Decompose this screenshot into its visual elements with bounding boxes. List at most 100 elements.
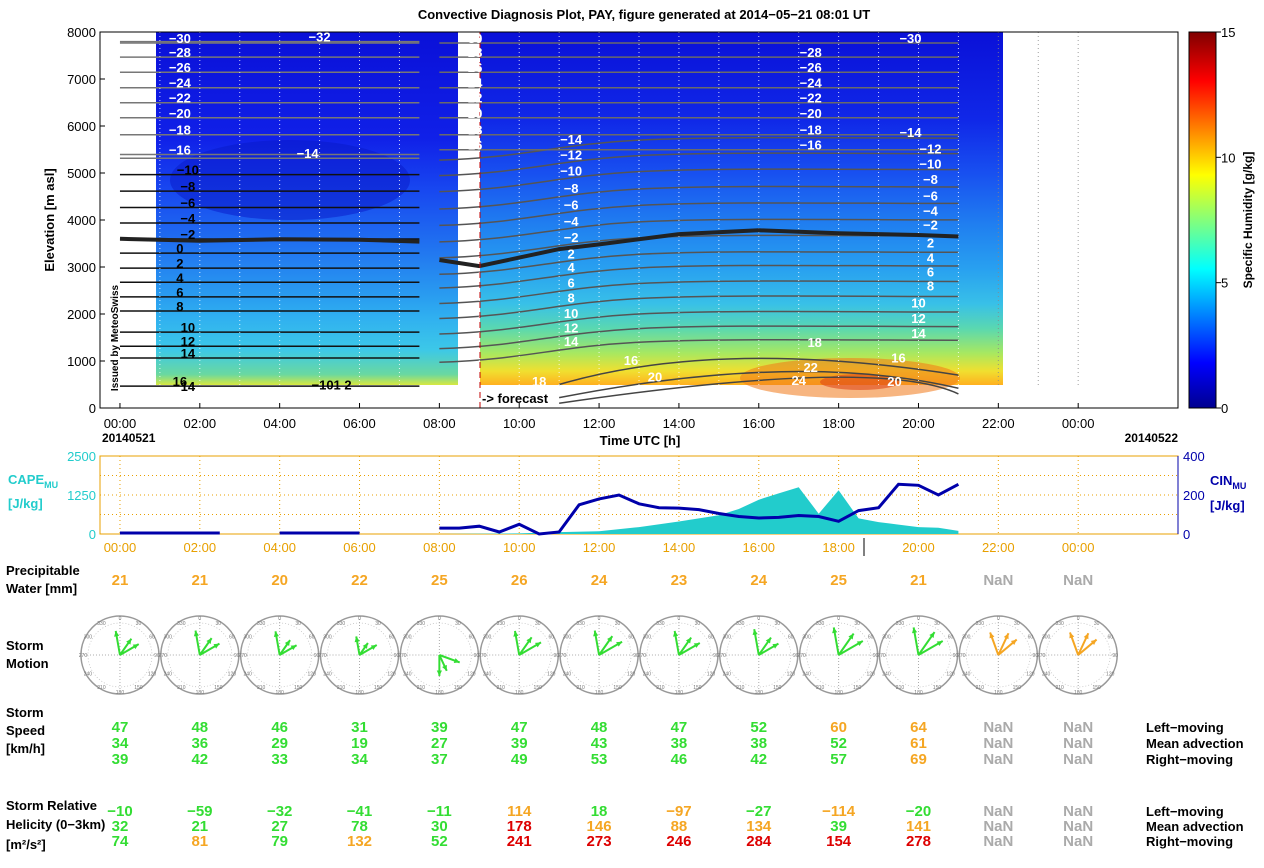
cape-cin-x-tick-label: 18:00 xyxy=(822,540,855,555)
x-tick-label: 10:00 xyxy=(503,416,536,431)
isotherm-label: −101 2 xyxy=(312,377,352,392)
isotherm-label: −22 xyxy=(169,91,191,106)
pw-value: 23 xyxy=(671,572,688,589)
helicity-value: 18 xyxy=(591,803,608,820)
rose-direction-label: 240 xyxy=(723,672,732,678)
cape-cin-panel: 00:00 02:00 04:00 06:00 08:00 10:00 12:00 14:00… xyxy=(8,449,1246,556)
isotherm-lowlevel-line xyxy=(559,376,959,405)
pw-value: 25 xyxy=(830,572,847,589)
helicity-label-line3: [m²/s²] xyxy=(6,837,46,852)
storm-motion-rose: 0 30 60 90 120 150 180 210 240 270 300 330 xyxy=(957,615,1038,696)
diagnostics-table: Precipitable Water [mm] Storm Motion Sto… xyxy=(6,563,1244,852)
isotherm-label: −30 xyxy=(169,31,191,46)
rose-direction-label: 120 xyxy=(228,672,237,678)
rose-direction-label: 330 xyxy=(976,621,985,627)
rose-direction-label: 60 xyxy=(309,635,315,641)
isotherm-label: −8 xyxy=(180,179,195,194)
isotherm-lowlevel-line xyxy=(559,370,959,399)
storm-motion-arrowhead xyxy=(673,630,679,637)
rose-direction-label: 90 xyxy=(793,653,799,659)
rose-direction-label: 120 xyxy=(387,672,396,678)
cape-cin-x-tick-label: 00:00 xyxy=(1062,540,1095,555)
storm-motion-arrowhead xyxy=(765,637,771,644)
storm-motion-arrowhead xyxy=(526,637,532,644)
helicity-value: NaN xyxy=(983,833,1013,850)
rose-direction-label: 300 xyxy=(483,635,492,641)
storm-motion-arrowhead xyxy=(989,632,995,639)
isotherm-label: −14 xyxy=(297,146,320,161)
rose-direction-label: 180 xyxy=(435,690,444,696)
rose-direction-label: 90 xyxy=(713,653,719,659)
speed-value: 19 xyxy=(351,735,368,752)
pw-value: 24 xyxy=(591,572,608,589)
isotherm-label: 16 xyxy=(891,351,905,366)
isotherm-label: 2 xyxy=(176,256,183,271)
x-tick-label: 16:00 xyxy=(743,416,776,431)
isotherm-label: 16 xyxy=(173,374,187,389)
speed-value: 43 xyxy=(591,735,608,752)
helicity-value: 284 xyxy=(746,833,772,850)
storm-motion-arrowhead xyxy=(126,638,132,645)
speed-value: 33 xyxy=(271,751,288,768)
forecast-label: -> forecast xyxy=(482,391,549,406)
isotherm-label: 10 xyxy=(911,296,925,311)
x-tick-label: 20:00 xyxy=(902,416,935,431)
rose-direction-label: 60 xyxy=(229,635,235,641)
storm-motion-arrowhead xyxy=(929,632,935,638)
storm-motion-arrowhead xyxy=(856,641,863,646)
cape-area xyxy=(439,487,959,534)
helicity-value: 241 xyxy=(507,833,532,850)
cape-label: CAPEMU xyxy=(8,472,58,490)
helicity-value: 78 xyxy=(351,818,368,835)
isotherm-fcst-line xyxy=(439,264,959,289)
cape-cin-x-tick-label: 10:00 xyxy=(503,540,536,555)
rose-direction-label: 150 xyxy=(294,685,303,691)
rose-direction-label: 30 xyxy=(535,621,541,627)
isotherm-label: −8 xyxy=(564,181,579,196)
rose-direction-label: 60 xyxy=(708,635,714,641)
helicity-value: 52 xyxy=(431,833,448,850)
speed-value: 39 xyxy=(112,751,129,768)
isotherm-label: −6 xyxy=(180,196,195,211)
isotherm-label: −30 xyxy=(899,31,921,46)
storm-motion-rose: 0 30 60 90 120 150 180 210 240 270 300 330 xyxy=(558,615,639,696)
rose-direction-label: 90 xyxy=(394,653,400,659)
rose-direction-label: 300 xyxy=(1042,635,1051,641)
rose-direction-label: 120 xyxy=(946,672,955,678)
isotherm-label: 14 xyxy=(181,379,196,394)
cape-label-sub: MU xyxy=(44,480,58,490)
pw-value: 25 xyxy=(431,572,448,589)
rose-direction-label: 240 xyxy=(882,672,891,678)
zero-isotherm-line xyxy=(119,228,959,269)
isotherm-fcst-line xyxy=(439,251,959,276)
speed-value: 49 xyxy=(511,751,528,768)
isotherm-label: 4 xyxy=(927,251,935,266)
rose-direction-label: 330 xyxy=(337,621,346,627)
x-tick-label: 00:00 xyxy=(1062,416,1095,431)
x-tick-label: 04:00 xyxy=(263,416,296,431)
rose-direction-label: 210 xyxy=(1056,685,1065,691)
speed-value: 38 xyxy=(750,735,767,752)
rose-direction-label: 150 xyxy=(1093,685,1102,691)
cape-y-ticks: 0 1250 2500 xyxy=(67,449,96,542)
storm-motion-rose: 0 30 60 90 120 150 180 210 240 270 300 330 xyxy=(159,615,240,696)
rose-direction-label: 180 xyxy=(994,690,1003,696)
storm-motion-arrowhead xyxy=(273,631,279,638)
x-tick-label: 08:00 xyxy=(423,416,456,431)
heatmap-x-ticks: 00:00 02:00 04:00 06:00 08:00 10:00 12:00 14:00… xyxy=(104,403,1095,431)
isotherm-label: 8 xyxy=(927,279,934,294)
rose-direction-label: 180 xyxy=(755,690,764,696)
cape-cin-x-tick-label: 06:00 xyxy=(343,540,376,555)
helicity-value: NaN xyxy=(1063,803,1093,820)
isotherm-fcst-line xyxy=(439,136,959,161)
storm-motion-arrowhead xyxy=(354,636,360,643)
speed-value: NaN xyxy=(983,719,1013,736)
isotherm-label: −16 xyxy=(169,142,191,157)
helicity-value: 132 xyxy=(347,833,372,850)
helicity-value: 246 xyxy=(666,833,691,850)
rose-direction-label: 150 xyxy=(374,685,383,691)
rose-direction-label: 60 xyxy=(1028,635,1034,641)
speed-value: 48 xyxy=(591,719,608,736)
isotherm-labels: −30−28−26−24−22−20−18−16−32−14−10−8−6−4−… xyxy=(169,30,942,394)
isotherm-label: 14 xyxy=(181,346,196,361)
